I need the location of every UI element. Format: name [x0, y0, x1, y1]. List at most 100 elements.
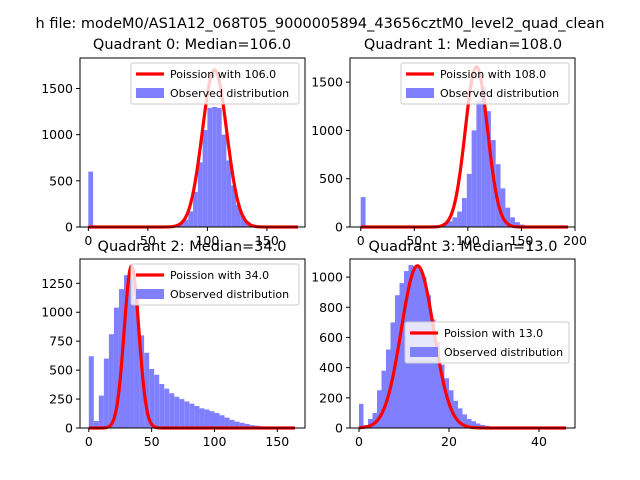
histogram-bar — [183, 219, 189, 227]
legend-label-poisson: Poission with 13.0 — [444, 327, 543, 340]
x-tick-label: 20 — [441, 434, 457, 449]
axes-frame — [349, 258, 576, 429]
histogram-bar — [466, 173, 472, 227]
y-tick-label: 600 — [319, 330, 343, 345]
y-tick-label: 800 — [319, 300, 343, 315]
x-tick-label: 100 — [195, 233, 219, 248]
histogram-bar — [381, 370, 386, 428]
histogram-bar — [154, 374, 160, 428]
panel-title: Quadrant 0: Median=106.0 — [93, 37, 291, 53]
histogram-bar — [188, 211, 194, 227]
histogram-bar — [500, 188, 506, 227]
histogram-bar — [431, 319, 436, 428]
legend-label-poisson: Poission with 34.0 — [170, 269, 269, 282]
histogram-bar — [244, 423, 250, 428]
histogram-bar — [458, 408, 463, 428]
x-tick-label: 50 — [140, 233, 156, 248]
histogram-bar — [453, 400, 458, 428]
histogram-bar — [476, 423, 481, 428]
histogram-bar — [209, 411, 215, 428]
histogram-bar — [239, 422, 245, 428]
histogram-bar — [103, 358, 109, 428]
histogram-bar — [452, 217, 458, 227]
histogram-bar — [174, 396, 180, 428]
legend-label-poisson: Poission with 106.0 — [170, 68, 276, 81]
histogram-bar — [169, 393, 175, 428]
histogram-bar — [510, 217, 515, 227]
legend-patch-observed — [410, 347, 438, 357]
histogram-bar — [144, 352, 150, 428]
panel-quadrant-1: Quadrant 1: Median=108.0 0 50 100 150 200 0 50… — [311, 37, 587, 248]
histogram-bar — [178, 223, 184, 227]
y-tick-label: 0 — [65, 220, 73, 235]
x-tick-label: 50 — [144, 434, 160, 449]
histogram-bar — [476, 100, 482, 227]
histogram-bar — [123, 275, 130, 428]
y-tick-label: 1000 — [311, 270, 343, 285]
histogram-bar — [219, 415, 225, 428]
x-tick-label: 40 — [531, 434, 547, 449]
histogram-bar — [461, 198, 467, 227]
x-tick-label: 200 — [563, 233, 587, 248]
histogram-bar — [214, 412, 220, 428]
legend-box — [130, 263, 300, 306]
legend-label-observed: Observed distribution — [444, 346, 563, 359]
histogram-bar — [359, 403, 364, 428]
histogram-bar — [221, 134, 227, 227]
panel-title: Quadrant 3: Median=13.0 — [369, 239, 558, 255]
histogram-bar — [440, 364, 445, 428]
histogram-bar — [129, 278, 135, 428]
x-tick-label: 100 — [456, 233, 480, 248]
figure-title: h file: modeM0/AS1A12_068T05_9000005894_… — [36, 16, 605, 32]
histogram-bar — [194, 406, 200, 428]
histogram-bar — [471, 130, 477, 227]
y-tick-label: 200 — [319, 390, 343, 405]
histogram-bar — [134, 298, 140, 428]
axes-frame — [79, 258, 306, 429]
histogram-bar — [399, 283, 404, 428]
legend-patch-observed — [136, 289, 164, 299]
y-tick-label: 0 — [335, 421, 343, 436]
histogram-bar — [444, 378, 449, 428]
histogram-bar — [202, 130, 208, 227]
histogram-bar — [88, 171, 94, 227]
legend-box — [400, 62, 570, 105]
x-tick-label: 0 — [85, 434, 93, 449]
panel-quadrant-0: Quadrant 0: Median=106.0 0 50 100 150050010… — [41, 37, 306, 248]
y-tick-label: 1000 — [41, 305, 73, 320]
histogram-bar — [234, 421, 240, 428]
x-tick-label: 150 — [255, 233, 279, 248]
histogram-bar — [204, 409, 210, 428]
histogram-bar — [207, 107, 213, 227]
y-tick-label: 250 — [49, 392, 73, 407]
histogram-bar — [360, 197, 366, 227]
legend-label-observed: Observed distribution — [440, 87, 559, 100]
histogram-bar — [235, 204, 241, 227]
legend-label-poisson: Poission with 108.0 — [440, 68, 546, 81]
x-tick-label: 0 — [355, 434, 363, 449]
histogram-bar — [447, 221, 453, 227]
y-tick-label: 500 — [319, 171, 343, 186]
y-tick-label: 1500 — [41, 81, 73, 96]
legend-box — [130, 62, 300, 105]
y-tick-label: 500 — [49, 363, 73, 378]
histogram-bar — [467, 418, 472, 428]
x-tick-label: 150 — [509, 233, 533, 248]
histogram-bar — [226, 160, 232, 227]
y-tick-label: 1000 — [311, 123, 343, 138]
histogram-bar — [184, 401, 190, 428]
histogram-bar — [179, 399, 185, 428]
x-tick-label: 0 — [357, 233, 365, 248]
y-tick-label: 500 — [49, 173, 73, 188]
histogram-bar — [368, 418, 373, 428]
histogram-bar — [189, 403, 195, 428]
histogram-bar — [240, 215, 246, 227]
axes-frame — [79, 57, 306, 228]
x-tick-label: 0 — [84, 233, 92, 248]
histogram-bar — [481, 86, 487, 227]
y-tick-label: 1500 — [311, 75, 343, 90]
legend-patch-observed — [406, 88, 434, 98]
histogram-bar — [212, 106, 217, 227]
histogram-bar — [88, 356, 94, 428]
